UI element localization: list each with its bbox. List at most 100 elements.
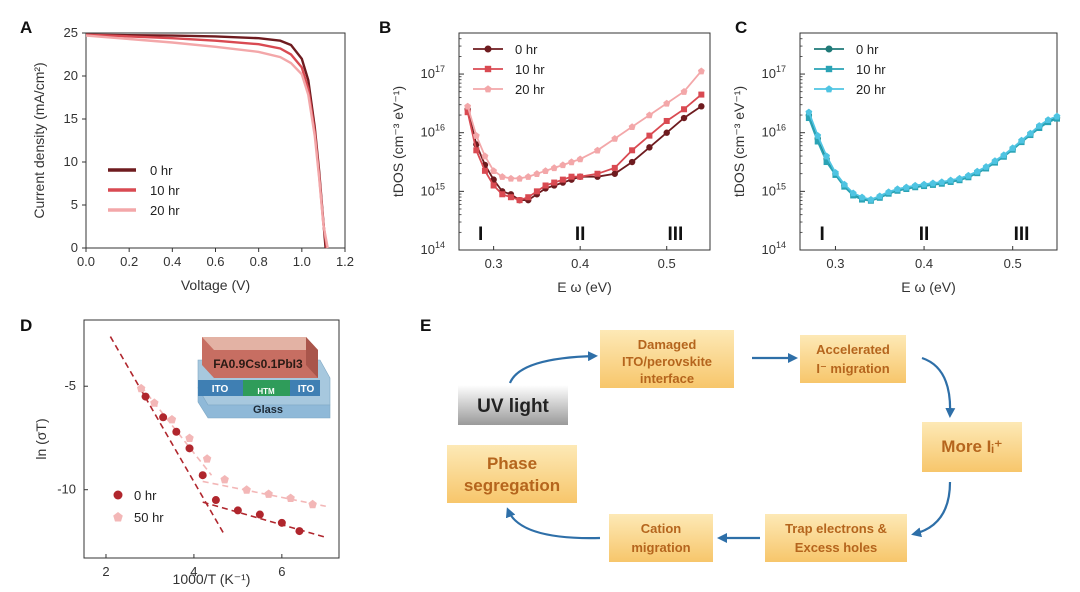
legend-marker bbox=[484, 85, 492, 93]
series-line-20hr bbox=[85, 34, 329, 249]
damaged-interface-box bbox=[600, 330, 734, 388]
data-point bbox=[150, 398, 159, 407]
y-tick-label: 1016 bbox=[421, 123, 445, 140]
legend-marker bbox=[113, 490, 123, 500]
accelerated-line-1: Accelerated bbox=[816, 342, 890, 357]
plot-frame bbox=[83, 319, 340, 559]
uv-light-label: UV light bbox=[477, 396, 549, 417]
data-point bbox=[516, 174, 523, 182]
data-point bbox=[159, 413, 168, 422]
fit-line bbox=[109, 336, 226, 536]
x-tick-label: 1.2 bbox=[336, 254, 354, 269]
y-tick-label: 5 bbox=[71, 197, 78, 212]
legend-marker bbox=[484, 65, 492, 73]
fit-line bbox=[202, 480, 326, 508]
plot-frame bbox=[85, 32, 346, 249]
data-point bbox=[577, 173, 584, 180]
x-tick-label: 0.5 bbox=[658, 256, 676, 271]
data-point bbox=[308, 499, 317, 509]
legend-label: 10 hr bbox=[515, 62, 545, 77]
data-point bbox=[559, 176, 566, 183]
data-point bbox=[568, 173, 575, 180]
data-point bbox=[499, 191, 506, 198]
panel-letter-b: B bbox=[379, 18, 391, 37]
damaged-line-2: ITO/perovskite bbox=[622, 354, 712, 369]
data-point bbox=[141, 392, 150, 401]
x-axis-title: E ω (eV) bbox=[901, 279, 956, 295]
y-tick-label: 1016 bbox=[762, 123, 786, 140]
series-line-0hr bbox=[85, 33, 327, 249]
data-point bbox=[680, 114, 688, 122]
data-point bbox=[663, 99, 671, 107]
data-point bbox=[611, 164, 618, 171]
y-tick-label: 1017 bbox=[421, 64, 445, 81]
data-point bbox=[680, 88, 688, 95]
legend-marker bbox=[825, 85, 833, 93]
data-point bbox=[264, 489, 273, 498]
more-interstitials-box bbox=[922, 422, 1022, 472]
data-point bbox=[594, 170, 601, 177]
x-tick-label: 0.4 bbox=[915, 256, 933, 271]
data-point bbox=[295, 527, 304, 536]
data-point bbox=[202, 454, 212, 463]
data-point bbox=[849, 189, 857, 197]
data-point bbox=[507, 194, 514, 201]
inset-top-layer-label: FA0.9Cs0.1PbI3 bbox=[213, 357, 303, 371]
x-tick-label: 2 bbox=[102, 564, 109, 579]
data-point bbox=[568, 158, 575, 166]
y-tick-label: 1014 bbox=[762, 240, 786, 257]
panel-letter-d: D bbox=[20, 316, 32, 335]
data-point bbox=[947, 176, 955, 184]
data-point bbox=[805, 115, 812, 122]
more-interstitials-label: More Iᵢ⁺ bbox=[941, 437, 1002, 456]
data-point bbox=[629, 147, 636, 154]
data-point bbox=[832, 168, 839, 176]
data-point bbox=[867, 195, 875, 203]
fit-line bbox=[202, 501, 327, 539]
chart-a-jv-curves: 0.0 0.2 0.4 0.6 0.8 1.0 1.2 0 5 10 15 20 25 Voltage (… bbox=[31, 25, 354, 293]
data-point bbox=[533, 188, 540, 195]
data-point bbox=[559, 161, 567, 169]
x-axis-title: Voltage (V) bbox=[181, 277, 250, 293]
uv-light-box bbox=[458, 385, 568, 425]
phase-line-2: segregation bbox=[464, 476, 560, 495]
data-point bbox=[956, 174, 963, 182]
y-tick-label: 1015 bbox=[421, 181, 445, 198]
y-tick-label: 20 bbox=[64, 68, 78, 83]
legend-label: 0 hr bbox=[134, 488, 157, 503]
y-tick-label: -10 bbox=[57, 482, 76, 497]
data-point bbox=[1000, 151, 1008, 159]
arrow-uv-to-damaged bbox=[508, 351, 598, 384]
data-point bbox=[611, 170, 618, 177]
region-label-I: I bbox=[820, 224, 825, 245]
series-line-10hr bbox=[466, 93, 702, 202]
data-point bbox=[507, 174, 515, 182]
panel-letter-c: C bbox=[735, 18, 747, 37]
phase-segregation-box bbox=[447, 445, 577, 503]
y-tick-label: 15 bbox=[64, 111, 78, 126]
data-point bbox=[929, 179, 937, 187]
data-point bbox=[490, 167, 498, 175]
y-axis-title: tDOS (cm⁻³ eV⁻¹) bbox=[390, 86, 406, 197]
x-tick-label: 0.3 bbox=[826, 256, 844, 271]
legend-label: 0 hr bbox=[515, 42, 538, 57]
x-axis-title: E ω (eV) bbox=[557, 279, 612, 295]
chart-b-tdos-red: 0.3 0.4 0.5 1014 1015 1016 1017 E ω (eV) tDOS (c… bbox=[390, 32, 711, 295]
damaged-line-1: Damaged bbox=[638, 337, 697, 352]
data-point bbox=[233, 506, 242, 515]
data-point bbox=[1027, 129, 1034, 137]
legend-label: 50 hr bbox=[134, 510, 164, 525]
y-tick-label: 1015 bbox=[762, 181, 786, 198]
data-point bbox=[814, 132, 822, 139]
legend-label: 0 hr bbox=[150, 163, 173, 178]
data-point bbox=[805, 108, 813, 116]
data-point bbox=[185, 433, 194, 442]
data-point bbox=[991, 157, 999, 165]
panel-letter-a: A bbox=[20, 18, 32, 37]
panel-e-flow-diagram: UV light Damaged ITO/perovskite interfac… bbox=[447, 330, 1022, 562]
device-stack-inset: FA0.9Cs0.1PbI3 ITO HTM ITO Glass bbox=[197, 337, 331, 419]
x-tick-label: 1.0 bbox=[293, 254, 311, 269]
x-tick-label: 0.0 bbox=[77, 254, 95, 269]
trap-line-2: Excess holes bbox=[795, 540, 877, 555]
